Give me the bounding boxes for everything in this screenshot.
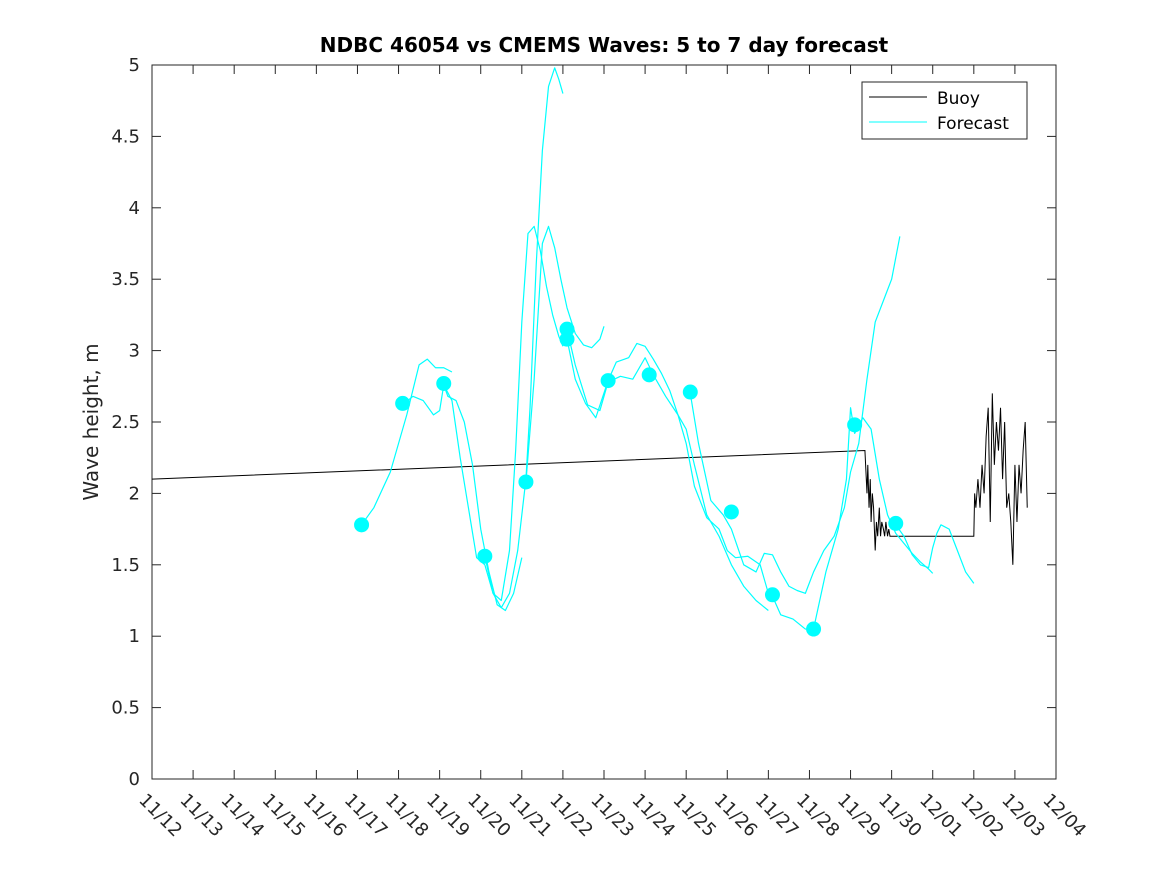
x-tick-label: 11/19 <box>422 790 474 842</box>
forecast-marker <box>764 587 780 603</box>
y-tick-label: 0 <box>129 769 140 790</box>
forecast-marker <box>723 504 739 520</box>
x-tick-label: 11/28 <box>792 790 844 842</box>
y-tick-label: 5 <box>129 55 140 76</box>
x-tick-label: 11/25 <box>669 790 721 842</box>
x-tick-label: 11/16 <box>299 790 351 842</box>
marker-layer <box>354 321 904 637</box>
series-forecast-line-9 <box>895 524 975 584</box>
legend-box <box>861 81 1028 140</box>
forecast-marker <box>847 417 863 433</box>
forecast-marker <box>600 373 616 389</box>
forecast-marker <box>682 384 698 400</box>
y-axis-ticks: 0 0.5 1 1.5 2 2.5 3 3.5 4 4.5 5 <box>111 55 1056 790</box>
series-forecast-line-0 <box>361 358 453 526</box>
legend: Buoy Forecast <box>861 81 1028 140</box>
x-tick-label: 11/13 <box>176 790 228 842</box>
x-tick-label: 11/17 <box>340 790 392 842</box>
x-tick-label: 12/02 <box>956 790 1008 842</box>
forecast-marker <box>395 395 411 411</box>
forecast-marker <box>354 517 370 533</box>
forecast-marker <box>436 375 452 391</box>
x-tick-label: 12/03 <box>997 790 1049 842</box>
y-tick-label: 3.5 <box>111 269 140 290</box>
y-tick-label: 0.5 <box>111 698 140 719</box>
y-tick-label: 2 <box>129 483 140 504</box>
series-forecast-line-5 <box>566 339 769 594</box>
series-buoy-line <box>151 393 1028 565</box>
legend-label-forecast: Forecast <box>937 114 1009 134</box>
forecast-marker <box>477 548 493 564</box>
x-tick-label: 11/27 <box>751 790 803 842</box>
x-tick-label: 11/24 <box>628 790 680 842</box>
x-tick-label: 12/01 <box>915 790 967 842</box>
x-tick-label: 11/18 <box>381 790 433 842</box>
series-forecast-line-6 <box>566 329 769 611</box>
forecast-marker <box>806 621 822 637</box>
y-tick-label: 1 <box>129 626 140 647</box>
x-tick-label: 11/15 <box>258 790 310 842</box>
series-forecast-line-2 <box>443 225 564 602</box>
x-tick-label: 12/04 <box>1038 790 1090 842</box>
forecast-marker <box>641 367 657 383</box>
plot-area <box>151 64 1057 780</box>
forecast-marker <box>559 331 575 347</box>
x-tick-label: 11/14 <box>217 790 269 842</box>
series-layer <box>151 67 1028 630</box>
x-tick-label: 11/26 <box>710 790 762 842</box>
legend-label-buoy: Buoy <box>937 89 980 109</box>
x-tick-label: 11/21 <box>504 790 556 842</box>
x-tick-label: 11/12 <box>134 790 186 842</box>
y-tick-label: 2.5 <box>111 412 140 433</box>
x-tick-label: 11/29 <box>833 790 885 842</box>
y-axis-label: Wave height, m <box>79 343 103 500</box>
series-forecast-line-4 <box>525 225 605 483</box>
y-tick-label: 4 <box>129 198 140 219</box>
x-tick-label: 11/30 <box>874 790 926 842</box>
series-forecast-line-3 <box>484 67 564 609</box>
series-forecast-line-7 <box>689 236 901 594</box>
y-tick-label: 1.5 <box>111 555 140 576</box>
forecast-marker <box>888 515 904 531</box>
y-tick-label: 4.5 <box>111 126 140 147</box>
x-tick-label: 11/20 <box>463 790 515 842</box>
forecast-marker <box>518 474 534 490</box>
x-tick-label: 11/22 <box>545 790 597 842</box>
x-tick-label: 11/23 <box>586 790 638 842</box>
y-tick-label: 3 <box>129 341 140 362</box>
chart-title: NDBC 46054 vs CMEMS Waves: 5 to 7 day fo… <box>320 33 889 57</box>
